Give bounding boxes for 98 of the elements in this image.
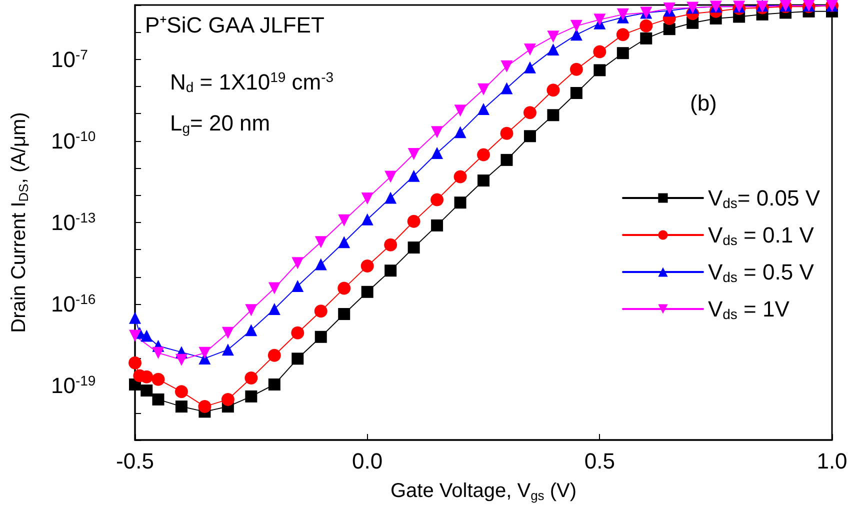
point — [570, 62, 583, 76]
point — [314, 258, 327, 270]
point — [570, 28, 582, 41]
point — [616, 28, 630, 42]
point — [222, 344, 234, 356]
point — [524, 61, 536, 74]
point — [174, 385, 188, 398]
point — [547, 30, 560, 43]
point — [616, 47, 629, 60]
point — [408, 170, 420, 182]
point — [454, 104, 466, 117]
point — [175, 354, 188, 366]
point — [175, 400, 188, 413]
point — [361, 286, 374, 298]
point — [338, 308, 350, 320]
point — [546, 84, 560, 97]
point — [640, 32, 652, 44]
legend-label: Vds = 0.5 V — [708, 260, 814, 285]
legend-label: Vds = 1V — [708, 296, 790, 322]
point — [314, 330, 327, 343]
point — [268, 302, 280, 315]
point — [640, 19, 653, 32]
point — [454, 196, 466, 209]
point — [570, 86, 582, 99]
point — [245, 324, 258, 336]
point — [128, 356, 142, 370]
legend-label: Vds= 0.05 V — [708, 186, 820, 211]
y-axis-title: Drain Current IDS, (A/μm) — [8, 112, 31, 333]
point — [431, 147, 444, 159]
point — [408, 242, 420, 254]
point — [384, 170, 397, 183]
point — [616, 8, 629, 20]
point — [360, 260, 374, 273]
point — [663, 23, 676, 36]
point — [384, 192, 397, 204]
point — [431, 219, 444, 232]
point — [478, 102, 490, 115]
point — [140, 370, 154, 384]
point — [500, 60, 513, 72]
point — [198, 346, 211, 359]
point — [129, 312, 141, 324]
point — [292, 280, 304, 292]
point — [268, 282, 280, 294]
point — [314, 304, 328, 318]
point — [245, 390, 258, 402]
point — [430, 193, 444, 206]
point — [292, 352, 304, 365]
point — [221, 392, 234, 406]
point — [152, 346, 164, 359]
point — [500, 82, 513, 94]
point — [477, 148, 490, 162]
point — [594, 64, 606, 76]
point — [500, 126, 514, 140]
point — [500, 154, 513, 166]
x-tick-label: 0.5 — [584, 448, 615, 474]
point — [524, 44, 536, 56]
point — [523, 106, 536, 120]
annotation: Lg= 20 nm — [170, 110, 270, 136]
point — [268, 348, 281, 362]
point — [222, 326, 234, 339]
point — [478, 83, 490, 96]
point — [361, 192, 374, 205]
point — [524, 130, 536, 142]
point — [547, 109, 560, 122]
point — [547, 44, 560, 56]
point — [431, 126, 444, 138]
point — [570, 20, 582, 32]
point — [454, 170, 467, 184]
annotation: (b) — [690, 90, 717, 116]
point — [384, 264, 397, 277]
legend-label: Vds = 0.1 V — [708, 222, 814, 248]
point — [129, 330, 141, 342]
point — [292, 257, 304, 270]
point — [338, 282, 351, 295]
point — [244, 372, 258, 385]
x-tick-label: 1.0 — [816, 448, 848, 474]
point — [198, 400, 212, 414]
x-tick-label: 0.0 — [352, 448, 383, 474]
point — [140, 384, 153, 397]
point — [245, 304, 258, 316]
point — [152, 393, 164, 406]
point — [338, 236, 350, 248]
point — [314, 236, 327, 248]
point — [268, 378, 280, 390]
point — [361, 213, 374, 226]
point — [140, 330, 153, 342]
point — [454, 126, 466, 138]
point — [338, 214, 350, 226]
point — [408, 148, 420, 160]
point — [407, 214, 420, 228]
point — [593, 45, 606, 58]
point — [152, 372, 165, 386]
annotation: P⁺SiC GAA JLFET — [145, 12, 324, 38]
x-tick-label: -0.5 — [116, 448, 154, 474]
point — [594, 14, 606, 26]
point — [384, 238, 398, 252]
point — [478, 174, 490, 187]
point — [291, 326, 304, 340]
